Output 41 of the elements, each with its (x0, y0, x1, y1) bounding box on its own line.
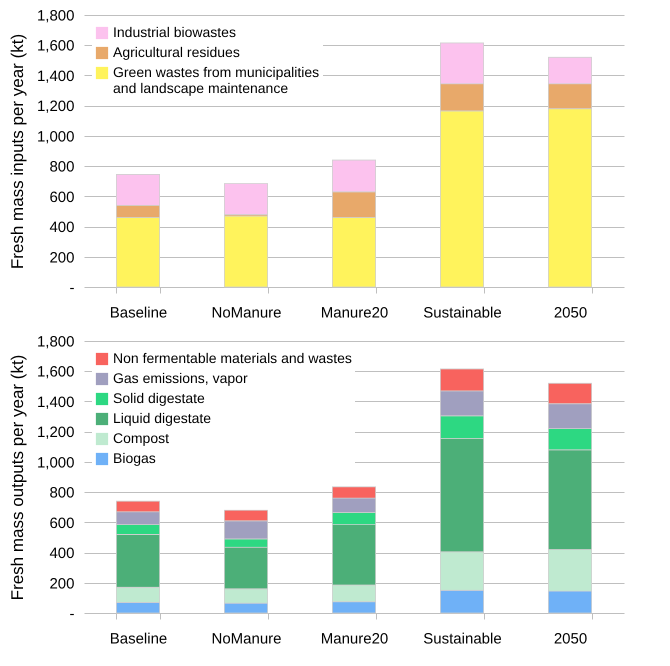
y-tick-label: 200 (49, 249, 74, 266)
y-tick-label: - (70, 606, 74, 622)
y-tick-label: 800 (49, 158, 74, 176)
y-tick-label: 600 (49, 188, 74, 206)
y-tick-label: 1,000 (36, 128, 74, 146)
x-tick-label: Sustainable (423, 630, 502, 648)
legend-label: Agricultural residues (113, 44, 240, 60)
legend-label: Green wastes from municipalities and landscape maintenance (113, 64, 320, 96)
y-tick-label: 1,000 (36, 454, 74, 472)
legend-label: Compost (113, 430, 170, 446)
x-tick-label: Manure20 (320, 304, 388, 322)
x-tick-label: Baseline (110, 304, 168, 322)
legend-label: Non fermentable materials and wastes (113, 350, 352, 366)
y-tick-label: 1,200 (36, 98, 74, 116)
legend-label: Gas emissions, vapor (113, 370, 248, 386)
x-tick-label: Sustainable (423, 304, 502, 322)
y-tick-label: - (70, 280, 74, 296)
y-tick-label: 1,800 (36, 334, 74, 350)
x-tick-label: NoManure (211, 304, 282, 322)
x-tick-label: Manure20 (320, 630, 388, 648)
y-tick-label: 600 (49, 514, 74, 532)
y-tick-label: 1,400 (36, 394, 74, 411)
y-tick-label: 400 (49, 545, 74, 562)
y-tick-label: 400 (49, 219, 74, 236)
y-tick-label: 1,600 (36, 364, 74, 381)
y-tick-label: 1,400 (36, 68, 74, 85)
y-tick-label: 1,800 (36, 8, 74, 24)
x-tick-label: Baseline (110, 630, 168, 648)
y-axis-title: Fresh mass outputs per year (kt) (8, 354, 27, 600)
y-axis-title: Fresh mass inputs per year (kt) (8, 34, 27, 270)
y-tick-label: 800 (49, 484, 74, 502)
legend-label: Industrial biowastes (113, 24, 236, 40)
y-tick-label: 200 (49, 575, 74, 592)
x-tick-label: 2050 (554, 630, 588, 648)
legend-label: Biogas (113, 450, 156, 466)
x-tick-label: NoManure (211, 630, 282, 648)
x-tick-label: 2050 (554, 304, 588, 322)
legend-label: Solid digestate (113, 390, 206, 406)
legend-label: Liquid digestate (113, 410, 212, 426)
y-tick-label: 1,600 (36, 38, 74, 55)
y-tick-label: 1,200 (36, 424, 74, 442)
